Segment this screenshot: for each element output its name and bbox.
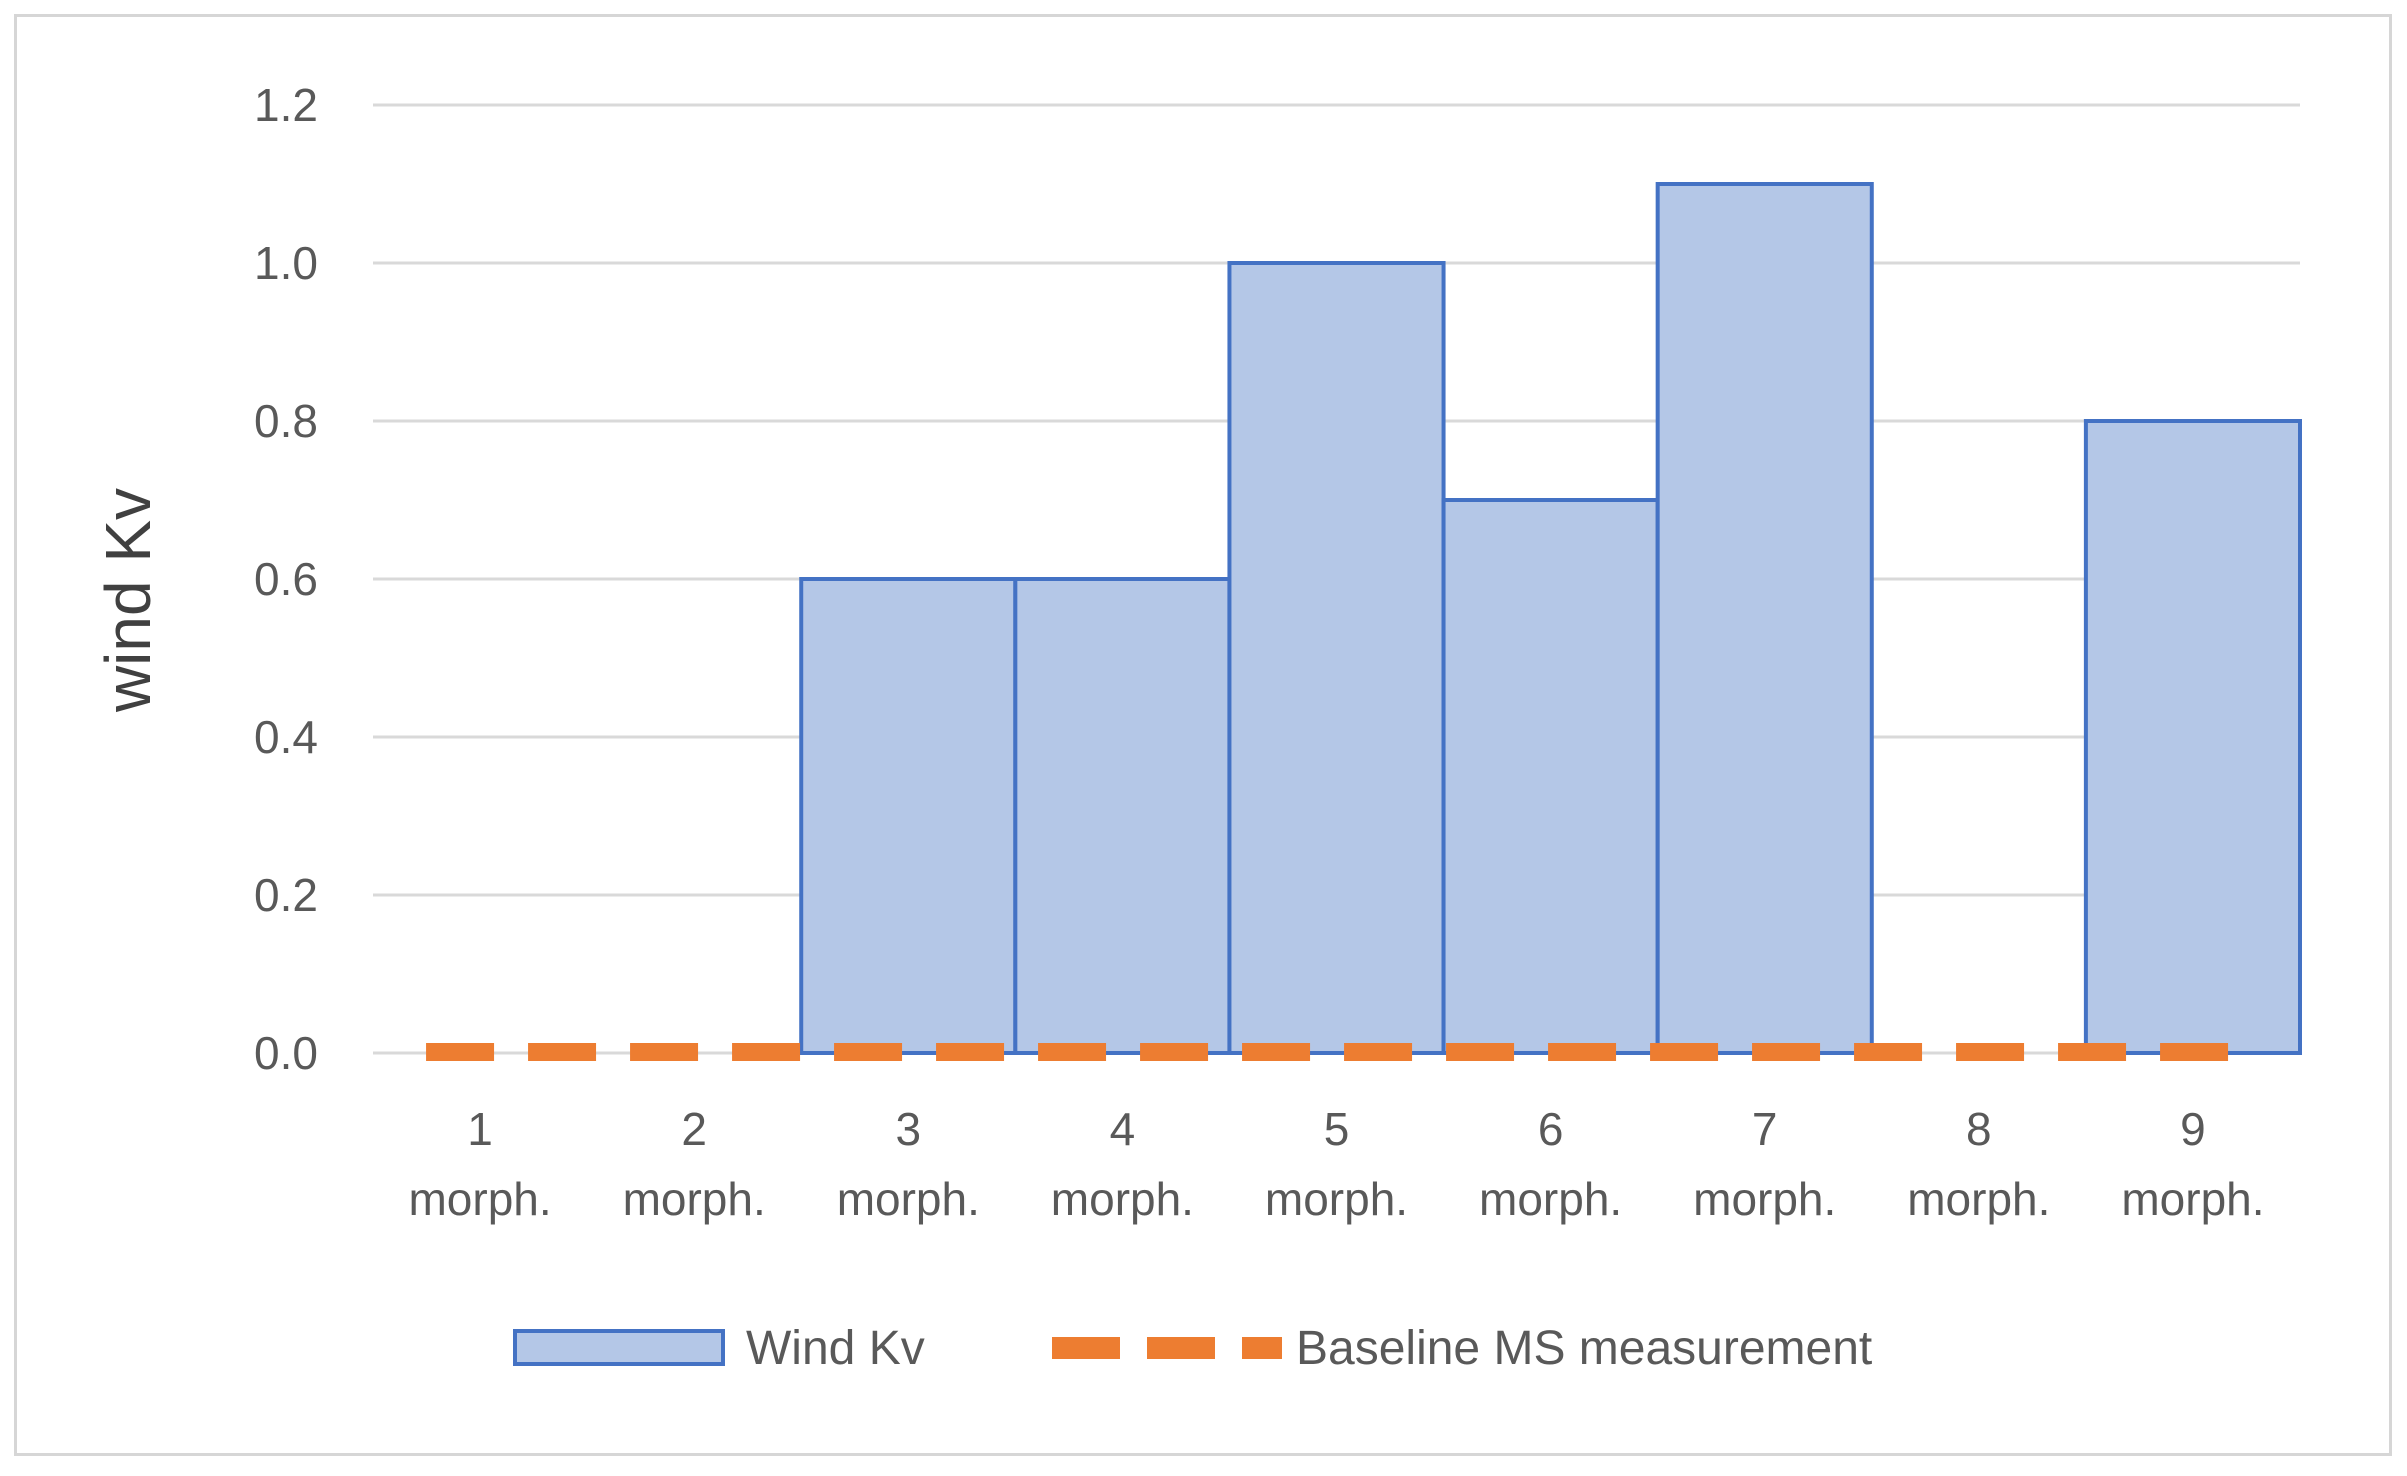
y-tick-labels: 0.0 0.2 0.4 0.6 0.8 1.0 1.2 (254, 79, 318, 1079)
bar (1655, 182, 1874, 1055)
x-tick-label: 6 morph. (1479, 1103, 1622, 1225)
y-axis-title: wind Kv (92, 488, 164, 713)
y-tick-label: 1.0 (254, 237, 318, 289)
legend-label-wind-kv: Wind Kv (746, 1322, 925, 1375)
bar (1441, 498, 1660, 1055)
x-tick-label: 1 morph. (408, 1103, 551, 1225)
x-tick-labels: 1 morph. 2 morph. 3 morph. 4 morph. 5 morph. 6 morp… (408, 1103, 2264, 1225)
legend: Wind Kv Baseline MS measurement (513, 1322, 1872, 1375)
y-tick-label: 0.8 (254, 395, 318, 447)
x-tick-label: 5 morph. (1265, 1103, 1408, 1225)
y-tick-label: 0.0 (254, 1027, 318, 1079)
bars (799, 182, 2303, 1055)
x-tick-label: 9 morph. (2121, 1103, 2264, 1225)
bar (1013, 577, 1232, 1055)
y-tick-label: 0.2 (254, 869, 318, 921)
x-tick-label: 3 morph. (837, 1103, 980, 1225)
y-tick-label: 0.4 (254, 711, 318, 763)
x-tick-label: 2 morph. (623, 1103, 766, 1225)
y-tick-label: 0.6 (254, 553, 318, 605)
bar (2083, 419, 2303, 1055)
legend-swatch-wind-kv (513, 1329, 725, 1366)
y-tick-label: 1.2 (254, 79, 318, 131)
bar (1227, 261, 1446, 1055)
x-tick-label: 7 morph. (1693, 1103, 1836, 1225)
bar (799, 577, 1018, 1055)
x-tick-label: 8 morph. (1907, 1103, 2050, 1225)
x-tick-label: 4 morph. (1051, 1103, 1194, 1225)
legend-label-baseline: Baseline MS measurement (1296, 1322, 1872, 1375)
